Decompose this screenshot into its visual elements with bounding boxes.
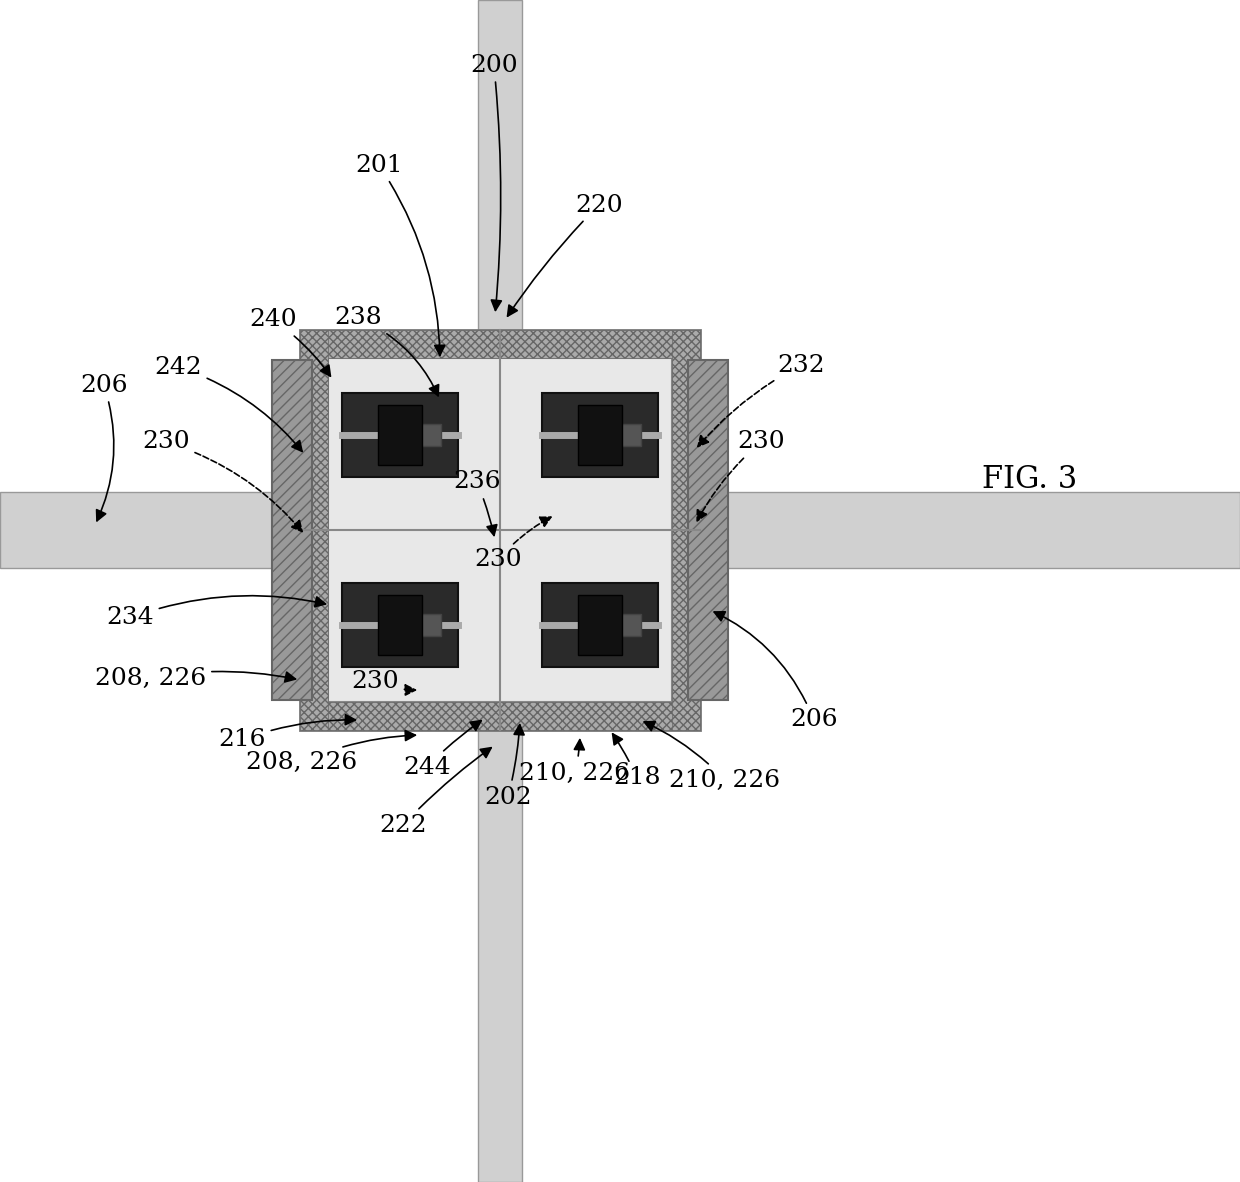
Bar xyxy=(542,583,658,667)
Bar xyxy=(605,613,641,636)
Bar xyxy=(701,492,1240,569)
Bar xyxy=(688,361,728,700)
Text: 230: 230 xyxy=(474,518,551,572)
Bar xyxy=(329,358,672,702)
Text: 206: 206 xyxy=(81,374,128,521)
Text: 238: 238 xyxy=(335,306,439,396)
Text: 240: 240 xyxy=(249,309,330,376)
Bar xyxy=(300,330,329,730)
Bar xyxy=(300,330,701,730)
Bar xyxy=(378,595,422,655)
Text: 222: 222 xyxy=(379,748,491,837)
Text: 234: 234 xyxy=(107,596,325,630)
Text: 208, 226: 208, 226 xyxy=(247,730,415,773)
Bar xyxy=(378,405,422,465)
Text: 202: 202 xyxy=(484,725,532,808)
Bar xyxy=(605,424,641,446)
Bar xyxy=(477,730,522,1182)
Bar xyxy=(672,330,701,730)
Text: 230: 230 xyxy=(351,670,415,695)
Bar xyxy=(272,361,312,700)
Text: 210, 226: 210, 226 xyxy=(520,740,631,785)
Bar xyxy=(0,492,300,569)
Text: 230: 230 xyxy=(143,430,303,532)
Text: 216: 216 xyxy=(218,715,356,752)
Bar xyxy=(578,405,622,465)
Bar xyxy=(578,595,622,655)
Bar xyxy=(405,424,441,446)
Text: 236: 236 xyxy=(453,470,501,535)
Text: 230: 230 xyxy=(697,430,785,521)
Text: 206: 206 xyxy=(714,612,838,732)
Text: 200: 200 xyxy=(470,53,517,311)
Bar xyxy=(342,583,458,667)
Text: 201: 201 xyxy=(355,154,445,356)
Text: 244: 244 xyxy=(403,721,481,779)
Text: 218: 218 xyxy=(613,734,661,790)
Text: FIG. 3: FIG. 3 xyxy=(982,465,1078,495)
Text: 220: 220 xyxy=(507,194,622,316)
Bar xyxy=(542,392,658,478)
Bar xyxy=(300,702,701,730)
Text: 210, 226: 210, 226 xyxy=(645,721,780,792)
Bar xyxy=(477,0,522,330)
Bar xyxy=(300,330,701,358)
Bar xyxy=(405,613,441,636)
Bar xyxy=(342,392,458,478)
Text: 208, 226: 208, 226 xyxy=(95,667,295,689)
Text: 232: 232 xyxy=(698,353,825,447)
Text: 242: 242 xyxy=(154,356,303,452)
